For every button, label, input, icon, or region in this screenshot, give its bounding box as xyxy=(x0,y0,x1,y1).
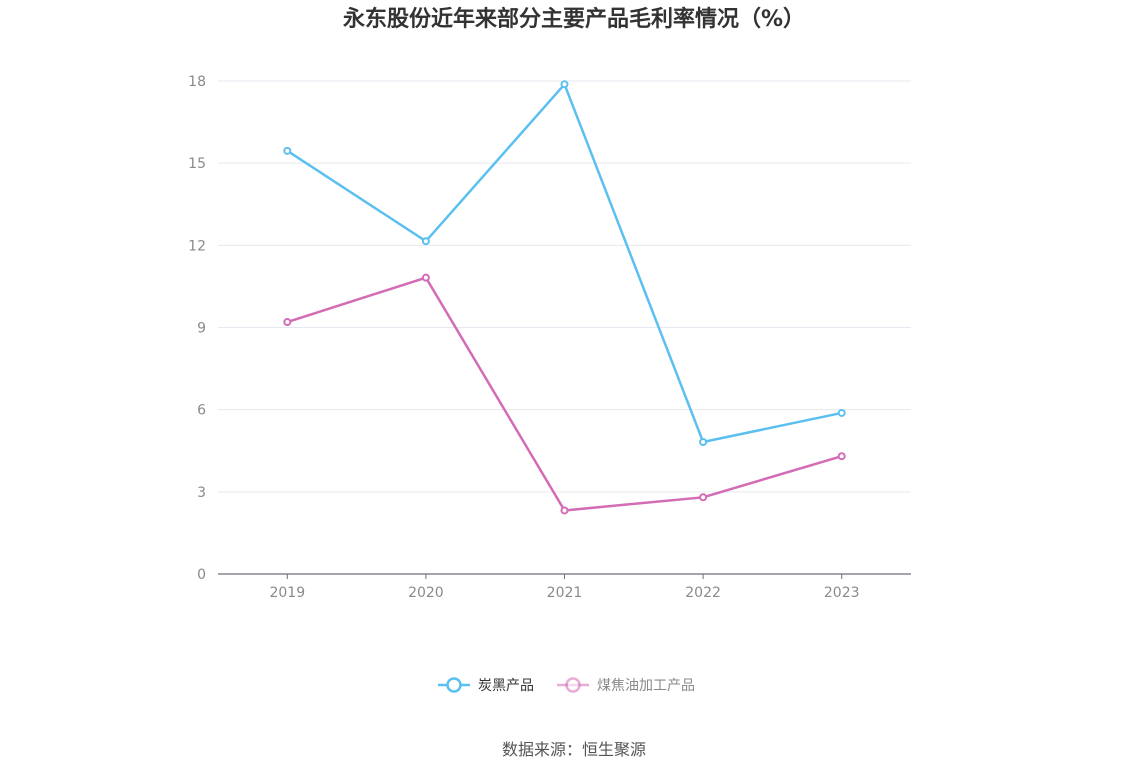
x-tick-label-2019: 2019 xyxy=(269,585,305,601)
data-point-s1-2019[interactable] xyxy=(283,146,292,155)
grid-lines xyxy=(218,80,911,493)
x-tick-label-2023: 2023 xyxy=(824,585,860,601)
legend-item-1[interactable]: 炭黑产品 xyxy=(438,677,534,694)
y-axis: 0 3 6 9 12 15 18 xyxy=(188,74,206,583)
y-tick-label-9: 9 xyxy=(197,321,206,337)
y-tick-label-6: 6 xyxy=(197,403,206,419)
data-point-s1-2020[interactable] xyxy=(421,237,430,246)
series-line-2 xyxy=(286,276,843,512)
legend[interactable]: 炭黑产品 煤焦油加工产品 xyxy=(438,677,695,694)
legend-marker-icon xyxy=(446,677,462,693)
y-tick-label-3: 3 xyxy=(197,485,206,501)
x-axis: 2019 2020 2021 2022 2023 xyxy=(218,573,911,601)
y-tick-label-0: 0 xyxy=(197,567,206,583)
series-line-1 xyxy=(286,83,842,444)
data-point-s2-2020[interactable] xyxy=(421,273,430,282)
y-tick-label-15: 15 xyxy=(188,156,206,172)
source-note: 数据来源：恒生聚源 xyxy=(502,740,646,759)
y-tick-label-18: 18 xyxy=(188,74,206,90)
x-tick-label-2020: 2020 xyxy=(408,585,444,601)
data-point-s2-2022[interactable] xyxy=(699,493,708,502)
x-tick-label-2022: 2022 xyxy=(685,585,721,601)
data-point-s1-2022[interactable] xyxy=(699,437,708,446)
legend-label-2: 煤焦油加工产品 xyxy=(597,678,695,694)
data-point-s1-2023[interactable] xyxy=(837,408,846,417)
y-tick-label-12: 12 xyxy=(188,238,206,254)
data-point-s2-2021[interactable] xyxy=(560,506,569,515)
data-point-s1-2021[interactable] xyxy=(560,80,569,89)
data-point-s2-2023[interactable] xyxy=(837,452,846,461)
x-tick-label-2021: 2021 xyxy=(547,585,583,601)
data-point-s2-2019[interactable] xyxy=(283,318,292,327)
chart-title: 永东股份近年来部分主要产品毛利率情况（%） xyxy=(343,6,805,32)
legend-marker-icon xyxy=(565,677,581,693)
series-lines xyxy=(283,80,846,515)
legend-label-1: 炭黑产品 xyxy=(478,678,534,694)
legend-item-2[interactable]: 煤焦油加工产品 xyxy=(557,677,695,694)
